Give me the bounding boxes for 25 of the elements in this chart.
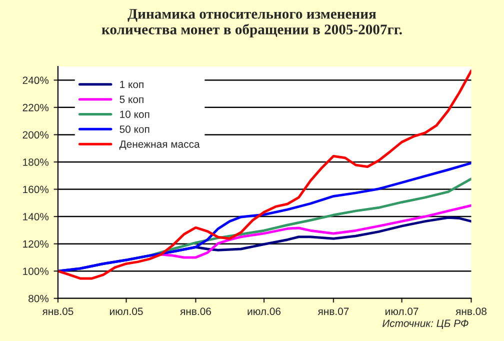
y-tick-label: 80%	[28, 294, 49, 302]
line-series	[58, 162, 472, 272]
y-tick-label: 160%	[23, 186, 49, 194]
y-tick-label: 100%	[23, 268, 49, 275]
legend-label: Денежная масса	[119, 140, 200, 150]
legend-label: 10 коп	[120, 110, 150, 118]
y-tick-label: 120%	[23, 240, 49, 248]
chart-title: Динамика относительного изменения количества монет в обращении в 2005-2007гг.	[102, 9, 402, 38]
y-tick-label: 220%	[22, 104, 49, 112]
x-tick-label: июл.06	[248, 308, 281, 316]
x-tick-label: янв.05	[42, 308, 74, 316]
legend-label: 1 коп	[120, 80, 144, 88]
x-tick-label: июл.07	[386, 308, 418, 316]
x-tick-label: июл.05	[110, 308, 143, 316]
text: Источник: ЦБ РФ	[382, 320, 468, 329]
y-tick-label: 180%	[23, 158, 49, 166]
x-tick-label: янв.07	[318, 308, 349, 316]
legend-label: 50 коп	[120, 126, 150, 133]
legend-label: 5 коп	[120, 96, 144, 104]
y-tick-label: 140%	[23, 213, 49, 220]
y-tick-label: 240%	[22, 76, 49, 84]
y-tick-label: 200%	[22, 131, 49, 139]
x-tick-label: янв.08	[456, 308, 486, 316]
line-series	[58, 70, 472, 280]
x-tick-label: янв.06	[180, 308, 211, 316]
